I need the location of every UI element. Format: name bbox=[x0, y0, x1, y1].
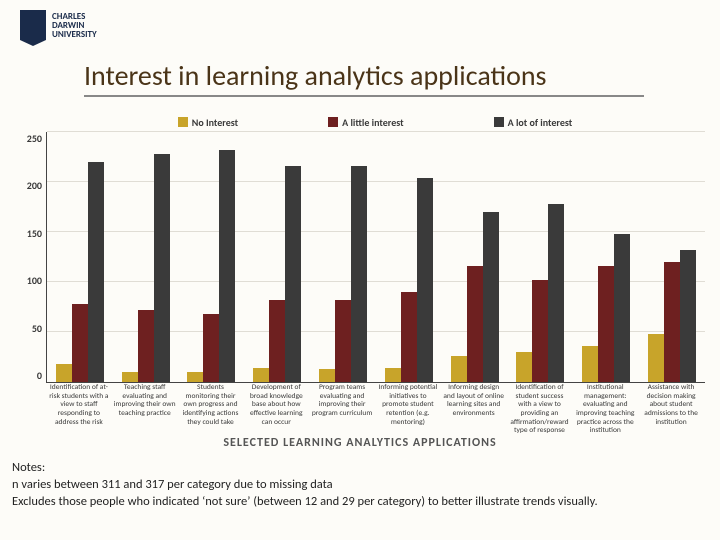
page-title: Interest in learning analytics applicati… bbox=[84, 58, 644, 97]
bar-group bbox=[513, 204, 567, 382]
bar-group bbox=[448, 212, 502, 382]
bar bbox=[88, 162, 104, 382]
y-tick: 0 bbox=[16, 369, 42, 382]
bar bbox=[483, 212, 499, 382]
legend-item: No Interest bbox=[178, 112, 238, 132]
shield-icon bbox=[20, 10, 46, 40]
bar bbox=[253, 368, 269, 382]
y-tick: 100 bbox=[16, 274, 42, 287]
legend-item: A lot of interest bbox=[494, 112, 573, 132]
bar bbox=[680, 250, 696, 382]
y-axis: 250 200 150 100 50 0 bbox=[16, 132, 42, 382]
x-axis-labels: Identification of at-risk students with … bbox=[46, 384, 704, 436]
bar bbox=[598, 266, 614, 382]
bar bbox=[516, 352, 532, 382]
y-tick: 200 bbox=[16, 179, 42, 192]
plot-area bbox=[46, 132, 705, 383]
legend-item: A little interest bbox=[328, 112, 403, 132]
legend: No Interest A little interest A lot of int… bbox=[46, 112, 704, 132]
legend-label: A little interest bbox=[342, 116, 403, 129]
x-label: Teaching staff evaluating and improving … bbox=[114, 384, 176, 436]
bar bbox=[269, 300, 285, 382]
x-label: Development of broad knowledge base abou… bbox=[245, 384, 307, 436]
bar bbox=[417, 178, 433, 382]
chart: No Interest A little interest A lot of int… bbox=[46, 112, 704, 402]
x-label: Institutional management: evaluating and… bbox=[574, 384, 636, 436]
bar bbox=[138, 310, 154, 382]
logo-text: CHARLES DARWIN UNIVERSITY bbox=[52, 12, 97, 39]
bar bbox=[582, 346, 598, 382]
bar bbox=[187, 372, 203, 382]
bar bbox=[664, 262, 680, 382]
bar-group bbox=[184, 150, 238, 382]
bar bbox=[72, 304, 88, 382]
bar bbox=[56, 364, 72, 382]
y-tick: 250 bbox=[16, 132, 42, 145]
bar-group bbox=[645, 250, 699, 382]
notes-heading: Notes: bbox=[12, 460, 598, 477]
bar-group bbox=[53, 162, 107, 382]
logo-line: UNIVERSITY bbox=[52, 30, 97, 39]
legend-label: A lot of interest bbox=[508, 116, 573, 129]
bar bbox=[335, 300, 351, 382]
bar-group bbox=[250, 166, 304, 382]
bar bbox=[154, 154, 170, 382]
bar-group bbox=[316, 166, 370, 382]
legend-swatch bbox=[494, 117, 504, 127]
bar bbox=[401, 292, 417, 382]
bar bbox=[385, 368, 401, 382]
bar bbox=[532, 280, 548, 382]
legend-swatch bbox=[178, 117, 188, 127]
bar bbox=[467, 266, 483, 382]
footnotes: Notes: n varies between 311 and 317 per … bbox=[12, 460, 598, 511]
x-label: Identification of at-risk students with … bbox=[48, 384, 110, 436]
x-label: Identification of student success with a… bbox=[508, 384, 570, 436]
bar-group bbox=[119, 154, 173, 382]
legend-swatch bbox=[328, 117, 338, 127]
bar bbox=[648, 334, 664, 382]
bar bbox=[548, 204, 564, 382]
y-tick: 150 bbox=[16, 227, 42, 240]
x-label: Informing design and layout of online le… bbox=[443, 384, 505, 436]
x-label: Students monitoring their own progress a… bbox=[179, 384, 241, 436]
bar bbox=[614, 234, 630, 382]
university-logo: CHARLES DARWIN UNIVERSITY bbox=[20, 10, 97, 40]
bar-group bbox=[579, 234, 633, 382]
bar-groups bbox=[47, 132, 705, 382]
y-tick: 50 bbox=[16, 322, 42, 335]
bar bbox=[451, 356, 467, 382]
bar bbox=[219, 150, 235, 382]
legend-label: No Interest bbox=[192, 116, 238, 129]
notes-line: n varies between 311 and 317 per categor… bbox=[12, 477, 598, 494]
x-axis-title: SELECTED LEARNING ANALYTICS APPLICATIONS bbox=[0, 436, 720, 450]
bar bbox=[351, 166, 367, 382]
bar bbox=[122, 372, 138, 382]
x-label: Program teams evaluating and improving t… bbox=[311, 384, 373, 436]
x-label: Informing potential initiatives to promo… bbox=[377, 384, 439, 436]
bar-group bbox=[382, 178, 436, 382]
bar bbox=[319, 369, 335, 382]
bar bbox=[285, 166, 301, 382]
bar bbox=[203, 314, 219, 382]
notes-line: Excludes those people who indicated ‘not… bbox=[12, 494, 598, 511]
x-label: Assistance with decision making about st… bbox=[640, 384, 702, 436]
